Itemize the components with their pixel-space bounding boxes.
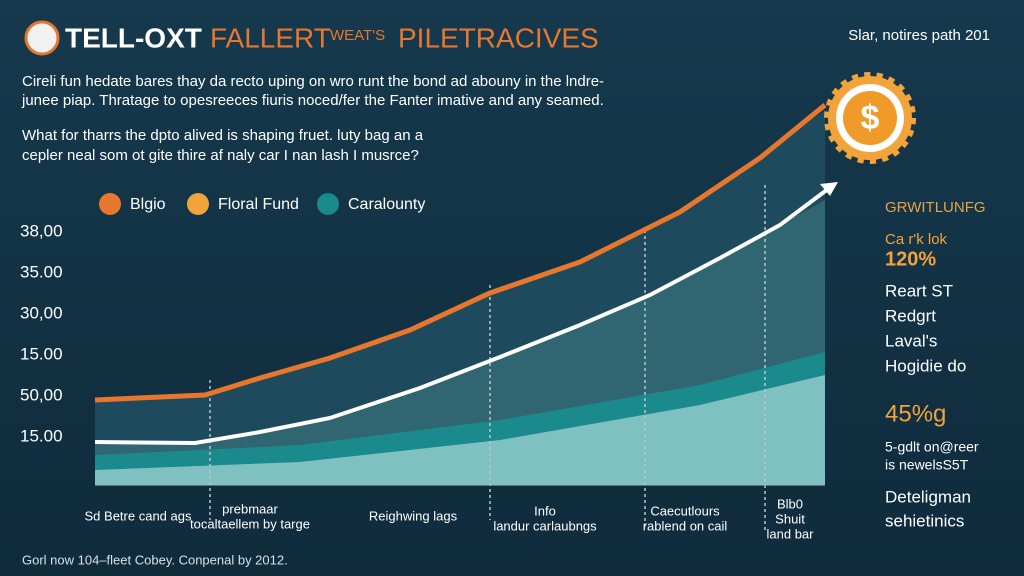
x-label: Caecutlours xyxy=(650,503,720,518)
coin-symbol: $ xyxy=(861,99,880,137)
side-note: 5-gdlt on@reer xyxy=(885,439,979,455)
x-label: Blb0 xyxy=(777,496,803,511)
legend-swatch xyxy=(317,193,339,215)
legend-label: Caralounty xyxy=(348,196,425,213)
side-item: Hogidie do xyxy=(885,356,966,375)
x-label: Sd Betre cand ags xyxy=(85,508,192,523)
orange-line xyxy=(94,103,827,403)
guides xyxy=(209,185,766,530)
x-label: tocaltaellem by targe xyxy=(190,516,310,531)
x-label: landur carlaubngs xyxy=(493,518,597,533)
y-label: 35.00 xyxy=(20,262,63,281)
title-part: TELL-OXT xyxy=(65,22,202,53)
y-label: 30,00 xyxy=(20,303,63,322)
side-stat-label: Ca r'k lok xyxy=(885,231,948,248)
arrow-head xyxy=(820,182,838,196)
x-label: Info xyxy=(534,503,556,518)
side-item: Redgrt xyxy=(885,306,936,325)
y-label: 15.00 xyxy=(20,344,63,363)
logo xyxy=(24,20,60,56)
side-stat: 120% xyxy=(885,248,936,270)
side-tail: sehietinics xyxy=(885,511,964,530)
white-line xyxy=(94,184,834,446)
x-label: Reighwing lags xyxy=(369,508,458,523)
y-label: 50,00 xyxy=(20,385,63,404)
legend-label: Floral Fund xyxy=(218,196,299,213)
area-light xyxy=(95,375,825,485)
side-item: Laval's xyxy=(885,331,937,350)
side-tail: Deteligman xyxy=(885,487,971,506)
legend-label: Blgio xyxy=(130,196,166,213)
x-label: rablend on cail xyxy=(643,518,728,533)
intro-line: Cireli fun hedate bares thay da recto up… xyxy=(22,73,604,90)
side-item: Reart ST xyxy=(885,281,953,300)
coin-inner xyxy=(843,91,897,145)
x-label: prebmaar xyxy=(222,501,278,516)
x-label: Shuit xyxy=(775,511,805,526)
title-part: WEAT'S xyxy=(330,27,385,44)
side-note: is newelsS5T xyxy=(885,457,969,473)
y-label: 38,00 xyxy=(20,221,63,240)
question-line: What for tharrs the dpto alived is shapi… xyxy=(22,127,424,144)
side-heading: GRWITLUNFG xyxy=(885,199,986,216)
question-line: cepler neal som ot gite thire af naly ca… xyxy=(22,147,419,164)
top-note: Slar, notires path 201 xyxy=(848,27,990,44)
title-part: PILETRACIVES xyxy=(398,22,599,53)
footer: Gorl now 104–fleet Cobey. Conpenal by 20… xyxy=(22,552,288,567)
legend-swatch xyxy=(187,193,209,215)
title-part: FALLERT xyxy=(210,22,331,53)
y-label: 15.00 xyxy=(20,426,63,445)
intro-line: junee piap. Thratage to opesreeces fiuri… xyxy=(21,92,604,109)
legend-swatch xyxy=(99,193,121,215)
side-stat2: 45%g xyxy=(885,400,946,427)
x-label: land bar xyxy=(767,526,815,541)
